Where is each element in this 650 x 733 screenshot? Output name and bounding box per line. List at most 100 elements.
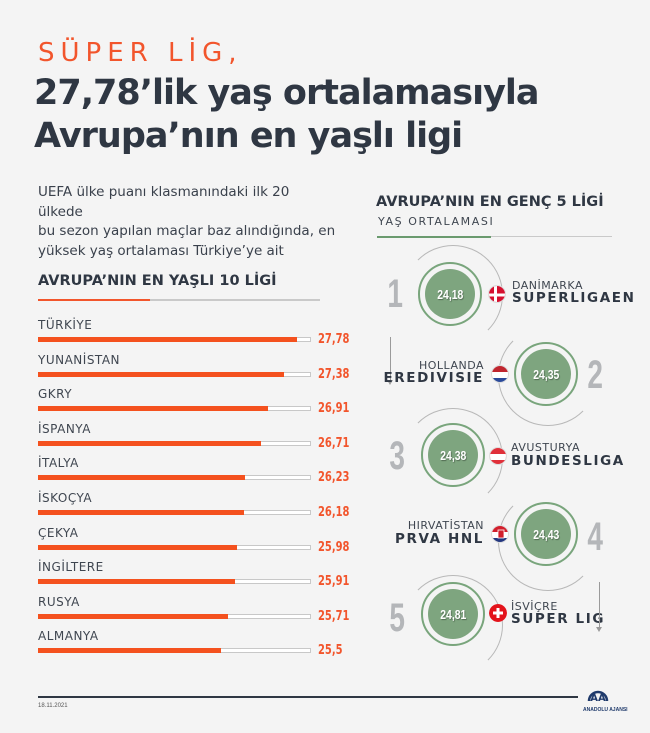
league-name: SUPERLIGAEN — [512, 290, 636, 306]
age-value: 24,18 — [425, 269, 475, 319]
title-line-2: Avrupa’nın en yaşlı ligi — [34, 116, 463, 156]
bar-value: 25,98 — [318, 539, 350, 555]
country-name: AVUSTURYA — [511, 441, 580, 454]
switzerland-flag-icon — [489, 604, 507, 622]
league-name: EREDIVISIE — [383, 370, 484, 386]
kicker-title: SÜPER LİG, — [38, 38, 243, 68]
country-label: İTALYA — [38, 456, 79, 471]
aa-logo-icon: AA — [587, 690, 609, 704]
rank-number: 5 — [389, 596, 405, 640]
age-circle: 24,18 — [418, 262, 482, 326]
intro-text: UEFA ülke puanı klasmanındaki ilk 20 ülk… — [38, 183, 338, 261]
bar-fill — [38, 371, 284, 377]
croatia-flag-icon — [491, 525, 509, 543]
bar-track — [38, 544, 311, 550]
bar-row: ALMANYA 25,5 — [38, 629, 343, 663]
youngest-section-subtitle: YAŞ ORTALAMASI — [378, 215, 495, 228]
down-arrow-head-icon — [387, 380, 393, 385]
bar-row: İSKOÇYA 26,18 — [38, 491, 349, 525]
oldest-section-title: AVRUPA’NIN EN YAŞLI 10 LİGİ — [38, 273, 277, 289]
rank-number: 1 — [387, 272, 403, 316]
austria-flag-icon — [489, 447, 507, 465]
country-label: İSKOÇYA — [38, 491, 93, 505]
bar-row: RUSYA 25,71 — [38, 594, 349, 629]
country-name: DANİMARKA — [512, 279, 583, 292]
league-name: SUPER LIG — [511, 611, 606, 627]
bar-track — [38, 406, 311, 412]
bar-track — [38, 510, 311, 515]
youngest-section-divider — [377, 235, 612, 238]
logo-text: ANADOLU AJANSI — [583, 707, 628, 713]
country-name: HIRVATİSTAN — [407, 519, 484, 532]
rank-number: 2 — [587, 353, 603, 397]
age-circle: 24,81 — [421, 582, 485, 646]
footer-divider — [38, 696, 578, 698]
bar-fill — [38, 440, 261, 446]
bar-row: TÜRKİYE 27,78 — [38, 318, 349, 352]
anadolu-agency-logo: AA ANADOLU AJANSI — [583, 685, 628, 713]
age-circle: 24,43 — [514, 502, 578, 566]
bar-fill — [38, 544, 237, 550]
bar-value: 25,71 — [318, 608, 350, 624]
bar-track — [38, 613, 311, 619]
country-label: ALMANYA — [38, 629, 99, 644]
intro-line-3: yüksek yaş ortalaması Türkiye’ye ait — [38, 242, 284, 259]
svg-text:AA: AA — [590, 693, 606, 702]
bar-row: İSPANYA 26,71 — [38, 421, 349, 456]
bar-value: 26,23 — [318, 470, 350, 486]
country-label: RUSYA — [38, 594, 80, 609]
publish-date: 18.11.2021 — [38, 703, 68, 709]
bar-track — [38, 475, 311, 481]
age-value: 24,43 — [521, 509, 571, 559]
bar-track — [38, 337, 311, 342]
netherlands-flag-icon — [491, 365, 509, 383]
country-name: İSVİÇRE — [511, 600, 558, 613]
rank-number: 4 — [587, 515, 603, 559]
title-line-1: 27,78’lik yaş ortalamasıyla — [34, 73, 540, 113]
bar-row: ÇEKYA 25,98 — [38, 526, 349, 560]
bar-track — [38, 579, 311, 585]
bar-track — [38, 440, 311, 446]
age-value: 24,35 — [521, 349, 571, 399]
bar-row: GKRY 26,91 — [38, 387, 349, 421]
bar-value: 26,91 — [318, 401, 350, 417]
bar-value: 26,18 — [318, 505, 350, 520]
bar-row: İTALYA 26,23 — [38, 456, 349, 490]
age-circle: 24,38 — [421, 423, 485, 487]
denmark-flag-icon — [488, 285, 506, 303]
bar-row: YUNANİSTAN 27,38 — [38, 352, 349, 387]
age-circle: 24,35 — [514, 342, 578, 406]
bar-value: 27,38 — [318, 366, 350, 382]
bar-fill — [38, 475, 245, 481]
bar-fill — [38, 613, 228, 619]
bar-fill — [38, 337, 297, 342]
country-label: GKRY — [38, 387, 73, 402]
decorative-arc — [403, 575, 503, 675]
intro-line-1: UEFA ülke puanı klasmanındaki ilk 20 ülk… — [38, 184, 290, 220]
league-name: BUNDESLIGA — [511, 453, 625, 469]
country-label: İSPANYA — [38, 421, 91, 436]
down-arrow-icon — [599, 582, 600, 628]
bar-value: 25,91 — [318, 574, 350, 590]
country-name: HOLLANDA — [419, 359, 484, 372]
bar-fill — [38, 579, 235, 585]
bar-value: 26,71 — [318, 435, 350, 451]
down-arrow-head-icon — [596, 627, 602, 632]
rank-number: 3 — [389, 434, 405, 478]
age-value: 24,38 — [428, 430, 478, 480]
youngest-section-title: AVRUPA’NIN EN GENÇ 5 LİGİ — [376, 194, 604, 210]
bar-value: 27,78 — [318, 332, 350, 347]
bar-fill — [38, 648, 221, 654]
page-title: 27,78’lik yaş ortalamasıyla Avrupa’nın e… — [34, 72, 540, 158]
bar-fill — [38, 406, 268, 412]
down-arrow-icon — [390, 337, 391, 381]
bar-track — [38, 648, 311, 654]
bar-fill — [38, 510, 244, 515]
country-label: TÜRKİYE — [38, 318, 93, 332]
country-label: YUNANİSTAN — [38, 352, 121, 367]
oldest-section-divider — [38, 299, 320, 301]
age-value: 24,81 — [428, 589, 478, 639]
intro-line-2: bu sezon yapılan maçlar baz alındığında,… — [38, 223, 336, 239]
bar-value: 25,5 — [318, 643, 343, 659]
league-name: PRVA HNL — [395, 531, 484, 547]
